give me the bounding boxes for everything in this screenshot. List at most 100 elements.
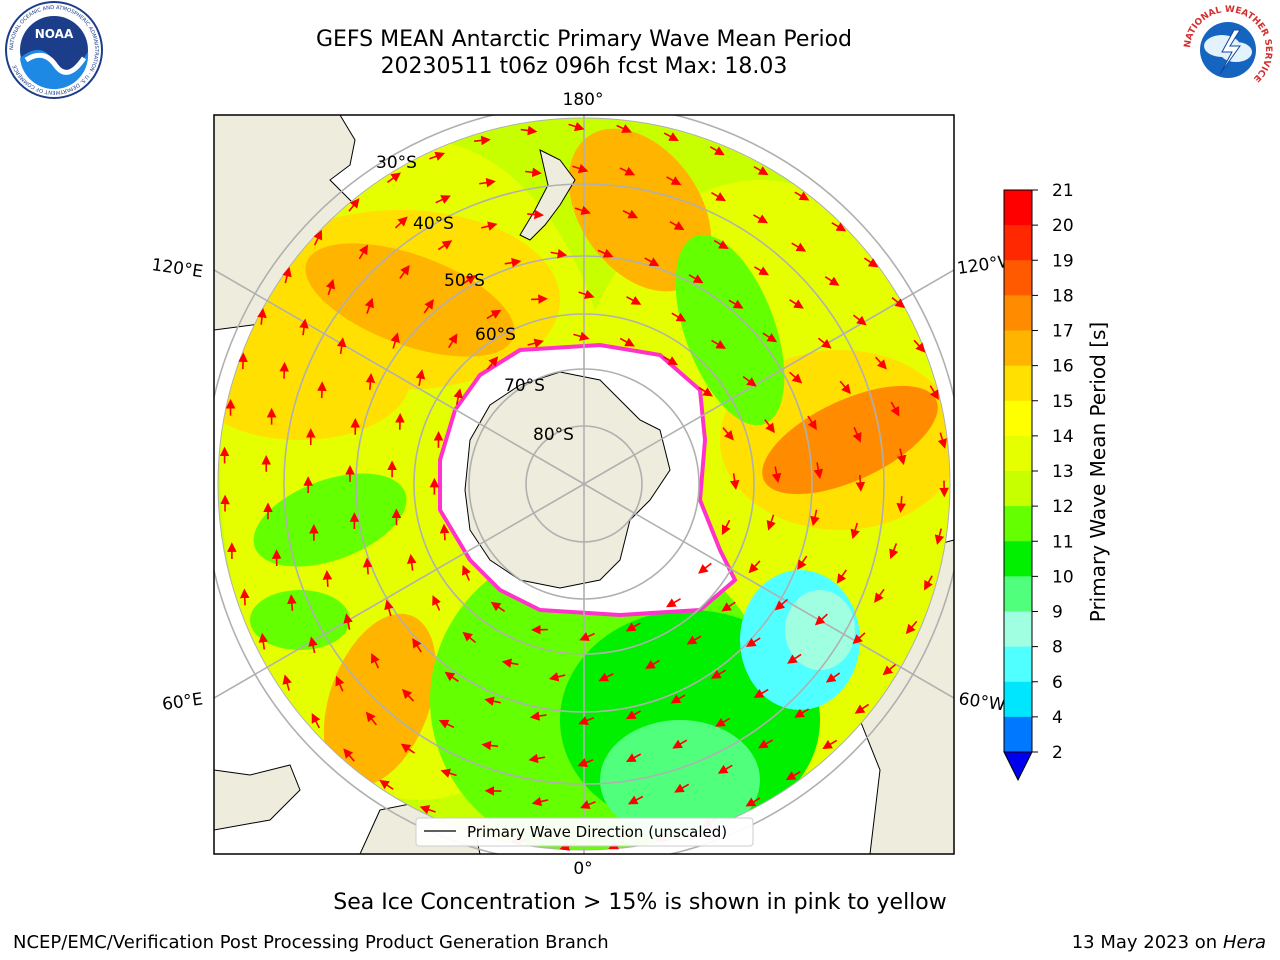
- wave-direction-arrow: [550, 248, 568, 259]
- wave-direction-arrow: [669, 221, 685, 231]
- wave-direction-arrow: [924, 575, 933, 591]
- wave-direction-arrow: [462, 631, 477, 644]
- wave-direction-arrow: [889, 543, 899, 560]
- antarctica-land: [464, 371, 671, 589]
- wave-direction-arrow: [625, 710, 641, 720]
- noaa-text: NOAA: [35, 27, 74, 41]
- africa-land: [214, 764, 301, 831]
- wave-direction-arrow: [379, 779, 394, 790]
- map-legend: Primary Wave Direction (unscaled): [415, 817, 754, 847]
- wave-direction-arrow: [722, 427, 734, 441]
- wave-direction-arrow: [854, 703, 870, 714]
- wave-direction-arrow: [764, 419, 775, 434]
- wave-direction-arrow: [686, 635, 702, 645]
- wave-direction-arrow: [745, 637, 761, 647]
- wave-direction-arrow: [710, 669, 726, 679]
- wave-direction-arrow: [572, 163, 589, 173]
- wave-direction-arrow: [791, 242, 807, 252]
- wave-direction-arrow: [762, 332, 778, 343]
- colorbar-tick-label: 16: [1052, 357, 1074, 377]
- colorbar-tick-label: 11: [1052, 532, 1074, 552]
- data-disc-edge: [217, 117, 951, 851]
- map-frame: [213, 114, 955, 855]
- wave-direction-arrow: [364, 297, 374, 314]
- wave-direction-arrow: [490, 601, 506, 612]
- wave-direction-arrow: [807, 415, 817, 431]
- wave-direction-arrow: [742, 376, 757, 387]
- colorbar-segment: [1004, 295, 1032, 331]
- wave-direction-arrow: [789, 371, 803, 384]
- wave-direction-arrow: [644, 257, 660, 267]
- wave-direction-arrow: [698, 386, 713, 397]
- wave-direction-arrow: [825, 672, 841, 683]
- wave-direction-arrow: [348, 198, 360, 212]
- wave-direction-arrow: [934, 528, 945, 545]
- colorbar-tick-label: 21: [1052, 181, 1074, 201]
- colorbar-tick-label: 20: [1052, 216, 1074, 236]
- lon-label-60e: 60°E: [161, 689, 204, 714]
- wave-direction-arrow: [863, 257, 879, 268]
- wave-direction-arrow: [520, 125, 538, 136]
- wave-direction-arrow: [929, 385, 939, 401]
- wave-direction-arrow: [625, 753, 642, 763]
- wave-direction-arrow: [548, 672, 566, 682]
- wave-direction-arrow: [577, 758, 594, 767]
- wave-direction-arrow: [386, 172, 401, 184]
- wave-direction-arrow: [753, 214, 769, 224]
- wave-direction-arrow: [766, 514, 776, 531]
- wave-direction-arrow: [729, 473, 740, 491]
- machine-name: Hera: [1222, 932, 1266, 953]
- colorbar-segment: [1004, 400, 1032, 437]
- wave-direction-arrow: [461, 565, 471, 581]
- colorbar-segment: [1004, 330, 1032, 367]
- colorbar-tick-label: 4: [1052, 708, 1063, 728]
- wave-direction-arrow: [698, 562, 712, 574]
- wave-direction-arrow: [822, 739, 838, 749]
- wave-direction-arrow: [282, 266, 292, 284]
- wave-direction-arrow: [839, 380, 851, 395]
- wave-direction-arrow: [787, 653, 802, 664]
- colorbar-segment: [1004, 190, 1032, 226]
- wave-direction-arrow: [753, 688, 769, 698]
- wave-direction-arrow: [568, 121, 585, 132]
- colorbar-segment: [1004, 681, 1032, 718]
- wave-direction-arrow: [852, 632, 866, 645]
- wave-direction-arrow: [626, 295, 642, 305]
- colorbar-segment: [1004, 541, 1032, 577]
- wave-direction-arrow: [785, 771, 801, 781]
- wave-direction-arrow: [794, 191, 810, 201]
- wave-direction-arrow: [671, 312, 687, 322]
- wave-direction-arrow: [665, 598, 681, 608]
- wave-direction-arrow: [529, 711, 547, 721]
- wave-direction-arrow: [311, 713, 321, 729]
- forecast-info: 20230511 t06z 096h fcst Max: 18.03: [380, 54, 788, 79]
- wave-direction-arrow: [501, 658, 519, 668]
- colorbar-tick-label: 9: [1052, 603, 1063, 623]
- wave-direction-arrow: [794, 708, 810, 718]
- wave-direction-arrow: [287, 594, 297, 611]
- wave-direction-arrow: [308, 636, 318, 654]
- wave-direction-arrow: [384, 599, 394, 617]
- wave-direction-arrow: [423, 299, 434, 314]
- wave-direction-arrow: [774, 598, 789, 611]
- colorbar-segment: [1004, 506, 1032, 542]
- wave-direction-arrow: [627, 795, 644, 805]
- new-zealand-land: [519, 149, 576, 241]
- wave-direction-arrow: [831, 222, 847, 232]
- wave-direction-arrow: [891, 296, 906, 309]
- colorbar-tick-label: 12: [1052, 497, 1074, 517]
- wave-direction-arrow: [525, 167, 542, 178]
- wave-direction-arrow: [836, 569, 847, 584]
- colorbar-segment: [1004, 435, 1032, 472]
- wave-direction-arrow: [406, 553, 417, 571]
- wave-direction-arrow: [817, 337, 832, 349]
- lat-label-40s: 40°S: [413, 214, 454, 234]
- wave-direction-arrow: [335, 675, 345, 692]
- wave-direction-arrow: [597, 248, 614, 258]
- wave-direction-arrow: [875, 356, 887, 370]
- wave-direction-arrow: [663, 132, 679, 142]
- wave-direction-arrow: [717, 764, 733, 774]
- colorbar-segment: [1004, 365, 1032, 402]
- wave-direction-arrow: [666, 176, 682, 186]
